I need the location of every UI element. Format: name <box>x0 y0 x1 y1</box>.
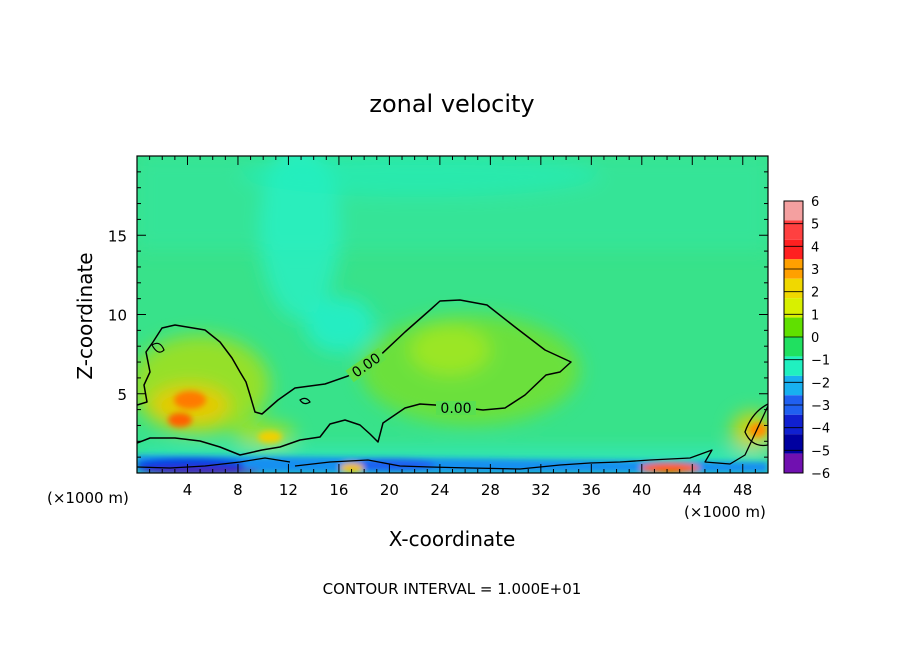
cyan-top <box>240 156 600 197</box>
velocity-field: 0.00 0.00 <box>137 156 768 473</box>
surface-warm-spot-2 <box>640 463 700 473</box>
colorbar-label: −6 <box>811 467 830 482</box>
x-axis-label: X-coordinate <box>389 527 516 551</box>
contour-label-2: 0.00 <box>440 401 471 417</box>
cyan-column <box>260 156 340 320</box>
colorbar-label: −4 <box>811 422 830 437</box>
x-tick-label: 12 <box>279 481 298 499</box>
colorbar-swatch <box>784 375 803 396</box>
colorbar-label: 3 <box>811 263 819 278</box>
y-tick-label: 15 <box>108 227 127 245</box>
colorbar-swatch <box>784 414 803 435</box>
colorbar-label: 0 <box>811 331 819 346</box>
colorbar-swatch <box>784 356 803 376</box>
x-unit-left: (×1000 m) <box>47 489 129 507</box>
contour-label-bg-2 <box>436 401 476 415</box>
colorbar-swatch <box>784 278 803 299</box>
left-yellow-spot <box>258 431 282 443</box>
colorbar-swatch <box>784 317 803 337</box>
colorbar-label: 2 <box>811 286 819 301</box>
colorbar-swatch <box>784 453 803 473</box>
x-tick-label: 44 <box>683 481 702 499</box>
colorbar-label: −1 <box>811 354 830 369</box>
zero-contour-small-loop <box>299 397 311 405</box>
colorbar-swatch <box>784 337 803 357</box>
zero-contour-left-lobe <box>151 342 165 353</box>
x-unit-right: (×1000 m) <box>684 503 766 521</box>
colorbar-label: −3 <box>811 399 830 414</box>
colorbar-swatch <box>784 220 803 240</box>
surface-warm-spot-1 <box>340 463 364 473</box>
colorbar-label: 1 <box>811 308 819 323</box>
colorbar-label: −2 <box>811 376 830 391</box>
x-tick-label: 36 <box>582 481 601 499</box>
colorbar-swatch <box>784 239 803 260</box>
contour-interval-note: CONTOUR INTERVAL = 1.000E+01 <box>323 580 582 598</box>
surface-blue-core-2 <box>345 459 435 471</box>
zero-contour-main <box>137 299 572 456</box>
x-tick-label: 4 <box>183 481 193 499</box>
surface-blue-band <box>137 455 768 473</box>
x-tick-label: 8 <box>233 481 243 499</box>
y-axis-label: Z-coordinate <box>73 252 97 379</box>
zero-contour-right-lobe <box>744 403 768 447</box>
x-tick-label: 20 <box>380 481 399 499</box>
x-tick-label: 16 <box>329 481 348 499</box>
colorbar-swatch <box>784 201 803 221</box>
colorbar-label: 4 <box>811 240 819 255</box>
green-core <box>410 325 490 375</box>
x-tick-label: 28 <box>481 481 500 499</box>
colorbar-swatch <box>784 434 803 454</box>
colorbar: 6 5 4 3 2 1 0 −1 −2 −3 −4 −5 −6 <box>783 195 830 482</box>
contour-label-bg-1 <box>345 347 387 383</box>
colorbar-swatch <box>784 298 803 318</box>
y-tick-label: 5 <box>117 386 127 404</box>
x-tick-label: 24 <box>430 481 449 499</box>
chart-title: zonal velocity <box>369 90 534 118</box>
cyan-blob <box>305 297 375 353</box>
left-orange-core-2 <box>168 413 192 427</box>
colorbar-label: 6 <box>811 195 819 210</box>
right-orange-spot <box>749 423 767 437</box>
x-tick-label: 40 <box>632 481 651 499</box>
left-orange-core-1 <box>174 391 206 409</box>
x-axis-ticks: 4 8 12 16 20 24 28 32 36 40 44 48 <box>136 156 769 499</box>
colorbar-label: 5 <box>811 218 819 233</box>
colorbar-label: −5 <box>811 444 830 459</box>
y-tick-label: 10 <box>108 307 127 325</box>
x-tick-label: 48 <box>733 481 752 499</box>
x-tick-label: 32 <box>531 481 550 499</box>
y-axis-ticks: 5 10 15 <box>108 171 768 458</box>
